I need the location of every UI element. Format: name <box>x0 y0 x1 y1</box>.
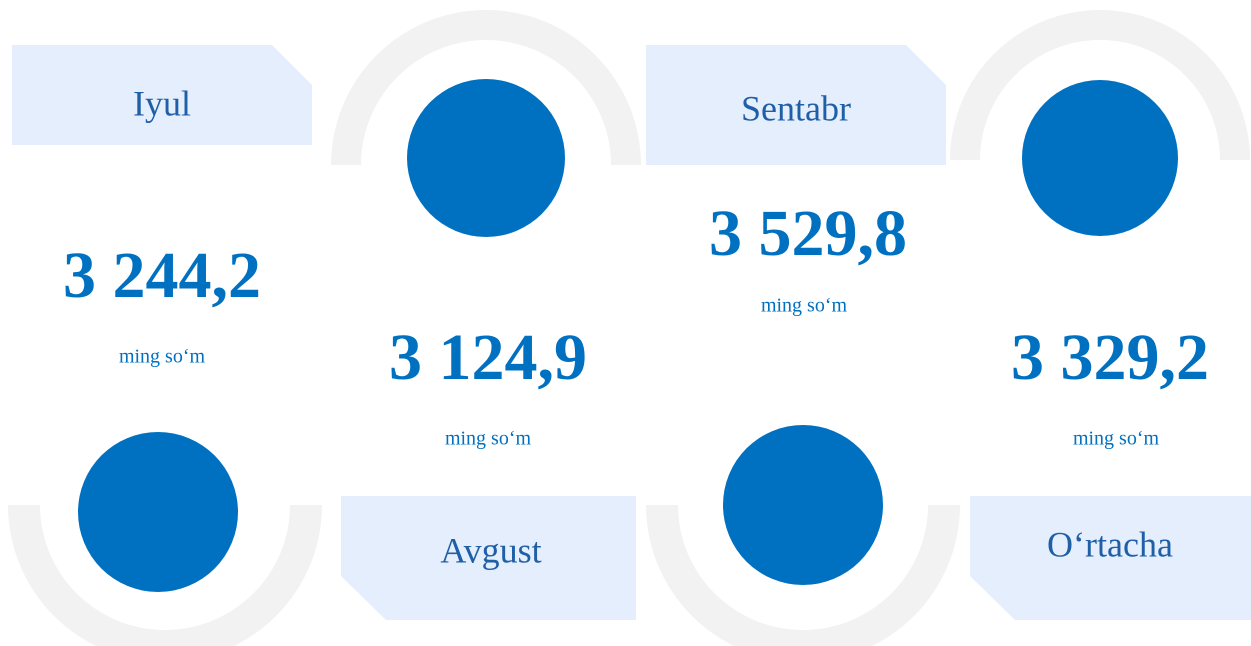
ring <box>646 505 960 646</box>
unit: ming so‘m <box>445 428 532 450</box>
month-label: Sentabr <box>741 88 851 128</box>
value: 3 329,2 <box>1011 321 1209 394</box>
label-box <box>341 496 636 620</box>
unit: ming so‘m <box>1073 428 1160 450</box>
label-box <box>12 45 312 145</box>
label-box <box>646 45 946 165</box>
month-label: Avgust <box>440 530 541 570</box>
ring <box>331 10 641 165</box>
value: 3 529,8 <box>709 197 907 270</box>
unit: ming so‘m <box>119 346 206 368</box>
circle <box>78 432 238 592</box>
ring <box>950 10 1250 160</box>
value: 3 124,9 <box>389 321 587 394</box>
circle <box>407 79 565 237</box>
label-box <box>970 496 1251 620</box>
circle <box>723 425 883 585</box>
month-label: O‘rtacha <box>1047 524 1173 564</box>
unit: ming so‘m <box>761 295 848 317</box>
value: 3 244,2 <box>63 239 261 312</box>
month-label: Iyul <box>133 83 191 123</box>
ring <box>8 505 322 646</box>
circle <box>1022 80 1178 236</box>
